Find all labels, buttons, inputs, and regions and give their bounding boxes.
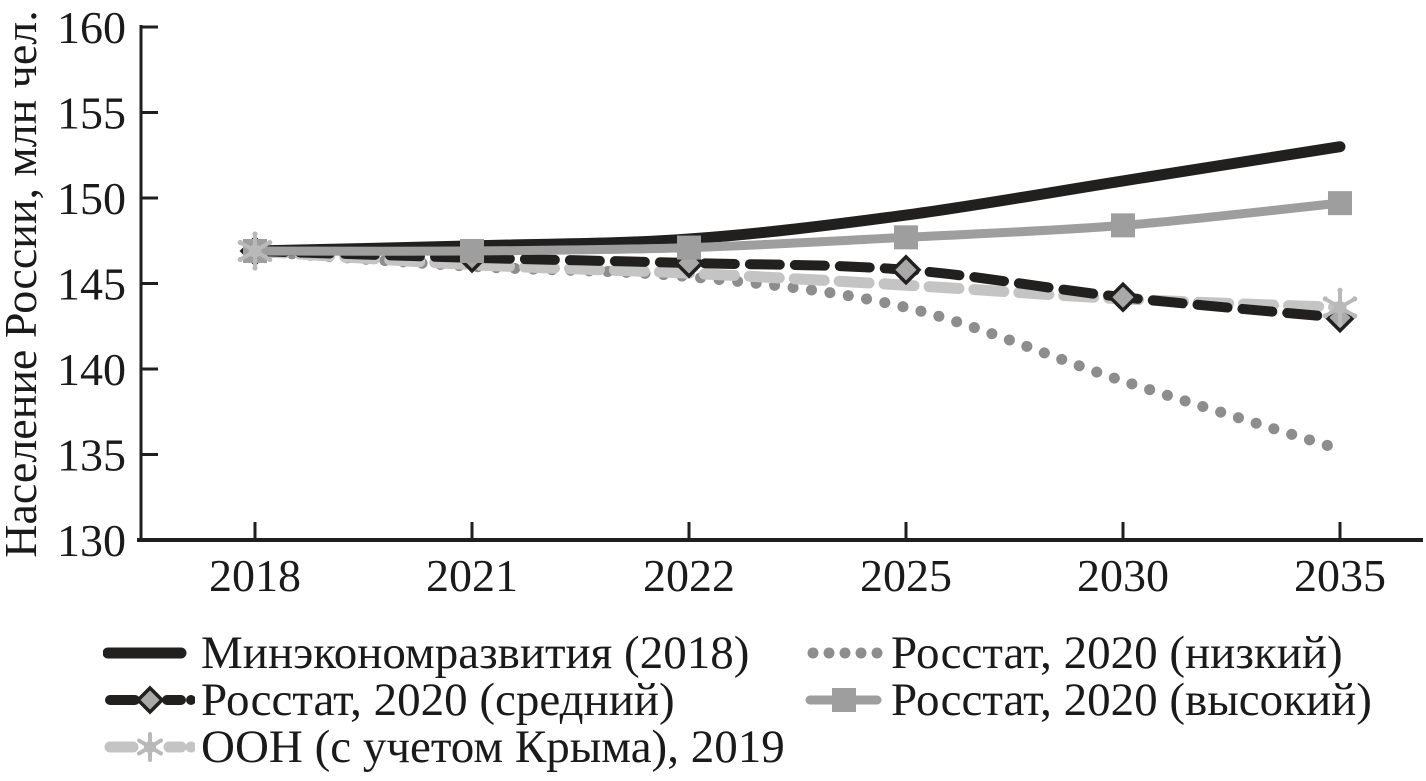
legend-label-un-2019: ООН (с учетом Крыма), 2019 <box>201 721 785 773</box>
legend-marker-dotted-line <box>807 647 883 659</box>
marker-star-un-2019 <box>237 231 273 271</box>
legend-marker-dashed-star-line <box>104 732 195 762</box>
x-tick-label-2022: 2022 <box>643 550 735 601</box>
legend-label-rosstat-2020-low: Росстат, 2020 (низкий) <box>891 627 1343 679</box>
x-tick-label-2021: 2021 <box>426 550 518 601</box>
y-tick-label-130: 130 <box>57 515 126 566</box>
legend-marker-dashed-diamond-line <box>105 685 195 715</box>
top-marker-layer <box>237 231 1358 327</box>
legend-item-rosstat-2020-low: Росстат, 2020 (низкий) <box>805 630 1372 677</box>
label-layer: 130 135 140 145 150 155 160 2018 2021 2022 2025 203… <box>0 2 1386 601</box>
y-tick-label-160: 160 <box>57 2 126 53</box>
series-line-rosstat-2020-high <box>250 198 1345 256</box>
y-tick-label-150: 150 <box>57 173 126 224</box>
legend-item-rosstat-2020-high: Росстат, 2020 (высокий) <box>805 677 1372 724</box>
x-tick-label-2018: 2018 <box>209 550 301 601</box>
chart-legend-column-right: Росстат, 2020 (низкий) Росстат, 2020 (вы… <box>805 630 1372 724</box>
marker-star-un-2019 <box>1322 287 1358 327</box>
legend-marker-solid-black-line <box>103 647 187 659</box>
series-line-minekonomrazvitiya-2018 <box>249 141 1346 257</box>
marker-square-rosstat-2020-high <box>1328 191 1352 216</box>
population-projection-chart: 130 135 140 145 150 155 160 2018 2021 2022 2025 203… <box>0 2 1423 601</box>
y-tick-label-155: 155 <box>57 88 126 139</box>
marker-diamond-rosstat-2020-mid <box>1107 281 1139 313</box>
legend-label-minekonomrazvitiya-2018: Минэкономразвития (2018) <box>201 627 750 679</box>
legend-marker-solid-square-line <box>805 688 882 712</box>
marker-square-rosstat-2020-high <box>1111 213 1135 238</box>
legend-star-glyph <box>137 732 163 762</box>
x-tick-label-2030: 2030 <box>1077 550 1169 601</box>
y-tick-label-135: 135 <box>57 430 126 481</box>
y-tick-label-140: 140 <box>57 344 126 395</box>
x-tick-label-2025: 2025 <box>860 550 952 601</box>
legend-label-rosstat-2020-high: Росстат, 2020 (высокий) <box>891 674 1372 726</box>
axis-layer <box>137 25 1423 542</box>
series-line-rosstat-2020-mid <box>250 246 1345 323</box>
legend-item-un-2019: ООН (с учетом Крыма), 2019 <box>103 724 785 771</box>
legend-item-rosstat-2020-mid: Росстат, 2020 (средний) <box>103 677 785 724</box>
series-layer <box>239 141 1356 455</box>
legend-label-rosstat-2020-mid: Росстат, 2020 (средний) <box>201 674 675 726</box>
marker-square-rosstat-2020-high <box>677 235 701 260</box>
chart-legend-column-left: Минэкономразвития (2018) Росстат, 2020 (… <box>103 630 785 771</box>
x-tick-label-2035: 2035 <box>1294 550 1386 601</box>
marker-square-rosstat-2020-high <box>894 225 918 250</box>
y-tick-label-145: 145 <box>57 259 126 310</box>
y-axis-title: Население России, млн чел. <box>0 10 46 557</box>
series-line-rosstat-2020-low <box>249 245 1346 455</box>
legend-item-minekonomrazvitiya-2018: Минэкономразвития (2018) <box>103 630 785 677</box>
marker-diamond-rosstat-2020-mid <box>890 254 922 286</box>
marker-square-rosstat-2020-high <box>460 239 484 264</box>
